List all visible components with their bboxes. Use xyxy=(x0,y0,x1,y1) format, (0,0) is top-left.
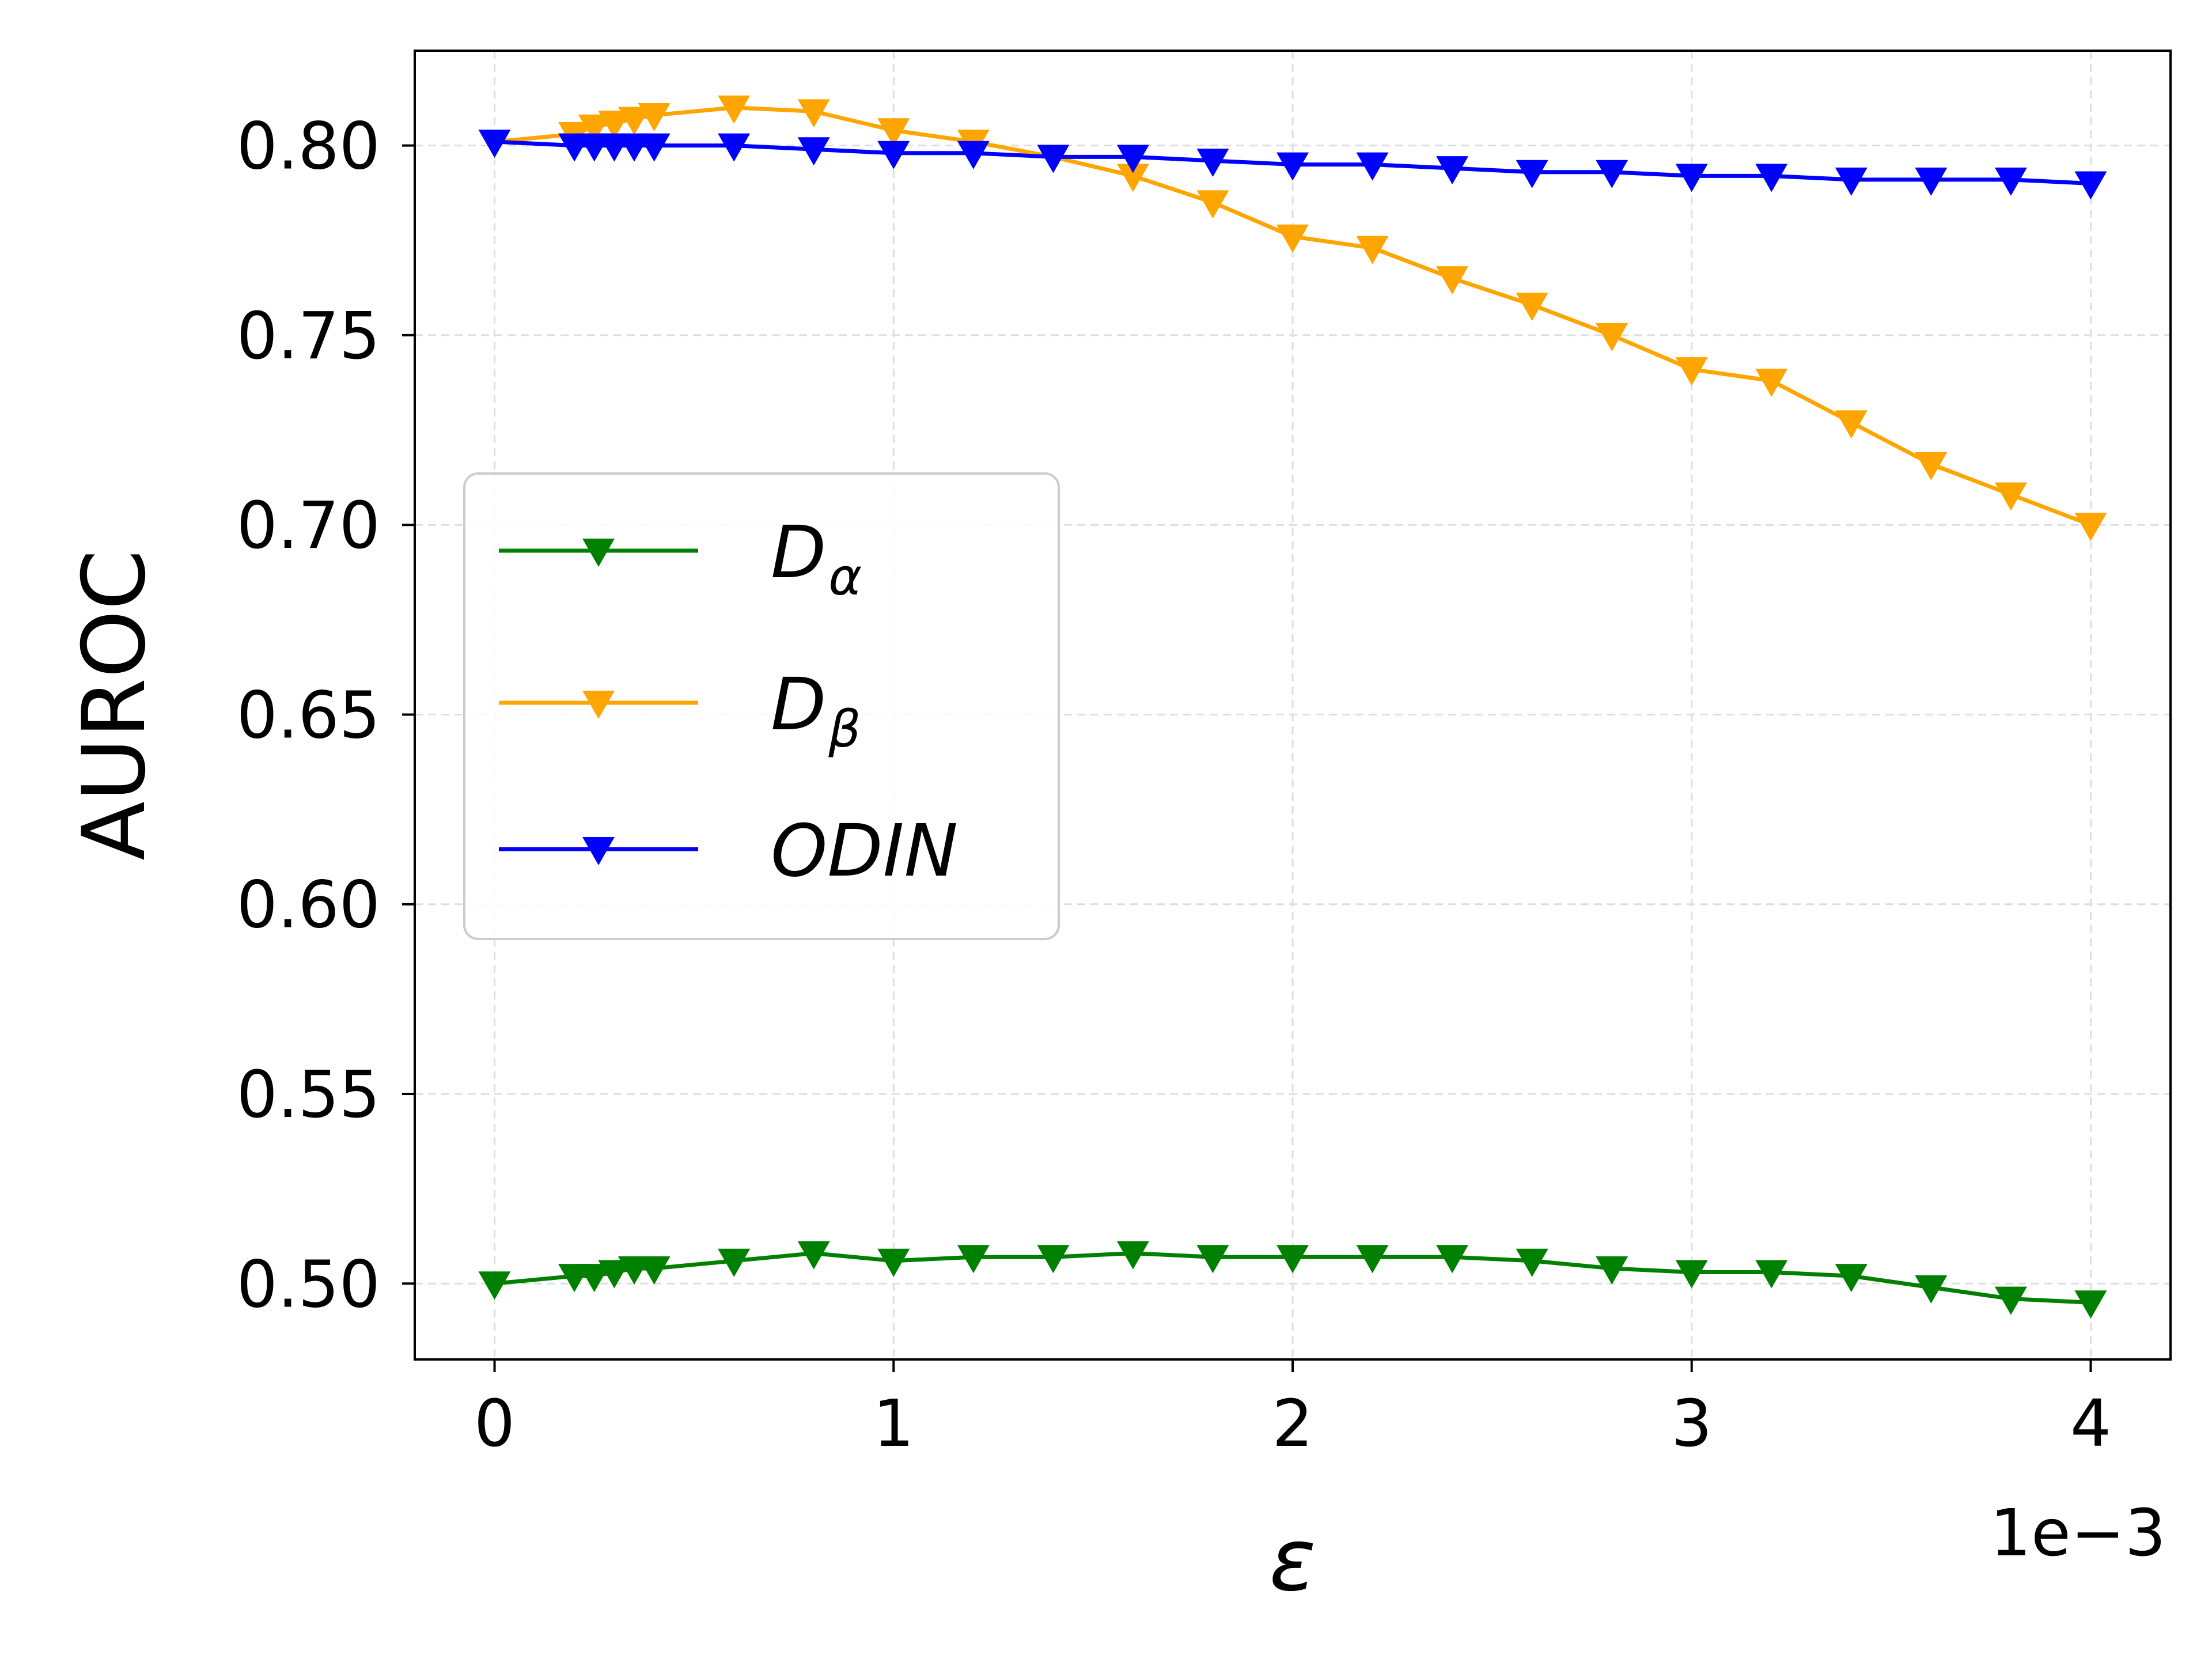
data-point xyxy=(1755,1260,1788,1289)
data-point xyxy=(2074,513,2107,541)
data-point xyxy=(1915,452,1948,480)
legend-marker xyxy=(582,539,615,567)
data-point xyxy=(1116,164,1149,192)
data-point xyxy=(797,99,830,128)
data-point xyxy=(877,141,910,169)
x-tick-label: 3 xyxy=(1671,1387,1712,1461)
data-point xyxy=(797,137,830,166)
data-point xyxy=(1915,167,1948,196)
data-point xyxy=(598,1260,631,1289)
x-offset-label: 1e−3 xyxy=(1990,1496,2166,1571)
data-point xyxy=(478,130,511,158)
data-point xyxy=(1116,145,1149,173)
data-point xyxy=(1596,323,1628,351)
data-point xyxy=(1196,148,1229,177)
data-point xyxy=(1516,1248,1548,1277)
legend-marker xyxy=(582,837,615,865)
data-point xyxy=(1516,293,1548,321)
y-tick-label: 0.75 xyxy=(237,299,380,374)
data-point xyxy=(1675,1260,1708,1289)
data-point xyxy=(718,1248,751,1277)
data-point xyxy=(1436,266,1469,295)
data-point xyxy=(1994,482,2027,511)
data-point xyxy=(1037,1245,1070,1274)
data-point xyxy=(638,1256,671,1285)
data-point xyxy=(2074,171,2107,200)
data-point xyxy=(638,103,671,131)
data-point xyxy=(1277,1245,1309,1274)
data-point xyxy=(1037,145,1070,173)
y-axis-title: AUROC xyxy=(65,550,165,860)
data-point xyxy=(718,95,751,124)
data-point xyxy=(1436,1245,1469,1274)
data-point xyxy=(578,1264,611,1293)
data-point xyxy=(1915,1275,1948,1304)
y-tick-label: 0.55 xyxy=(237,1058,380,1132)
data-point xyxy=(957,141,990,169)
data-point xyxy=(578,114,611,143)
data-point xyxy=(1277,152,1309,181)
data-point xyxy=(877,1248,910,1277)
data-point xyxy=(1835,410,1868,439)
data-point xyxy=(1994,1286,2027,1315)
y-tick-label: 0.60 xyxy=(237,868,380,943)
data-point xyxy=(1196,1245,1229,1274)
data-point xyxy=(1356,1245,1389,1274)
data-point xyxy=(957,1245,990,1274)
legend-box xyxy=(463,472,1060,940)
data-point xyxy=(618,107,650,135)
data-point xyxy=(2074,1290,2107,1319)
data-point xyxy=(1436,156,1469,185)
legend-marker xyxy=(582,691,615,719)
x-tick-label: 4 xyxy=(2070,1387,2111,1461)
data-point xyxy=(1675,357,1708,386)
y-tick-label: 0.80 xyxy=(237,109,380,184)
data-point xyxy=(1835,167,1868,196)
data-point xyxy=(1516,160,1548,188)
y-tick-label: 0.65 xyxy=(237,678,380,753)
data-point xyxy=(1277,224,1309,253)
data-point xyxy=(1356,152,1389,181)
tick-group: 0 1 2 3 4 0.50 0.55 0.60 0.65 0.70 0.75 0.80 xyxy=(237,109,2111,1461)
y-tick-label: 0.50 xyxy=(237,1247,380,1322)
data-point xyxy=(797,1241,830,1270)
data-point xyxy=(1755,368,1788,397)
data-point xyxy=(1596,1256,1628,1285)
x-axis-title: ε xyxy=(1269,1510,1316,1611)
data-point xyxy=(1196,190,1229,219)
data-point xyxy=(877,118,910,147)
series-dα xyxy=(478,1241,2107,1319)
data-point xyxy=(718,133,751,162)
legend-label: ODIN xyxy=(771,809,958,893)
data-point xyxy=(1994,167,2027,196)
x-tick-label: 0 xyxy=(474,1387,515,1461)
x-tick-label: 1 xyxy=(873,1387,914,1461)
data-point xyxy=(1755,164,1788,192)
data-point xyxy=(1356,236,1389,264)
data-point xyxy=(1835,1264,1868,1293)
series-odin xyxy=(478,130,2107,200)
data-point xyxy=(1596,160,1628,188)
data-point xyxy=(598,111,631,139)
y-tick-label: 0.70 xyxy=(237,488,380,563)
x-tick-label: 2 xyxy=(1272,1387,1313,1461)
data-point xyxy=(638,133,671,162)
data-point xyxy=(1116,1241,1149,1270)
series-group xyxy=(478,95,2107,1319)
data-point xyxy=(1675,164,1708,192)
data-point xyxy=(478,1271,511,1300)
